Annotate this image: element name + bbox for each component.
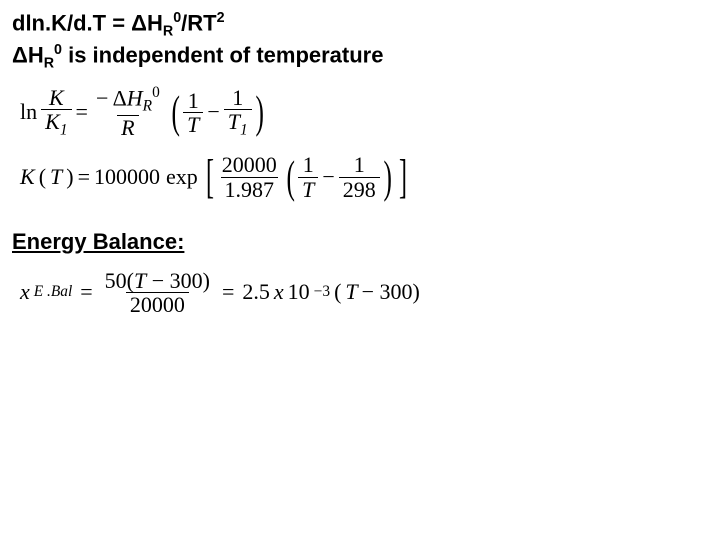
eq3-sub: E .Bal: [34, 283, 72, 301]
eq2-lbrack: [: [206, 158, 214, 196]
eq1-neg-0: 0: [152, 84, 160, 101]
line2-r-sub: R: [44, 55, 54, 71]
line-2: ΔHR0 is independent of temperature: [12, 42, 708, 72]
eq1-inner-frac1: 1 T: [183, 89, 203, 136]
energy-balance-heading: Energy Balance:: [12, 229, 708, 255]
equation-2: K(T) = 100000 exp [ 20000 1.987 ( 1 T − …: [20, 153, 708, 200]
line1-mid: /RT: [181, 10, 216, 35]
eq1-in2-den-t: T: [228, 109, 240, 134]
eq3-rhs-x: x: [274, 279, 284, 305]
eq3-rhs-c: (: [334, 279, 341, 305]
eq2-bracket-group: [ 20000 1.987 ( 1 T − 1 298 ) ]: [202, 153, 411, 200]
eq1-frac1-num: K: [45, 86, 68, 109]
eq1-neg-dhr: − ΔHR0: [92, 85, 164, 115]
eq1-minus: −: [207, 99, 219, 125]
eq1-paren-group: ( 1 T − 1 T1 ): [168, 86, 267, 139]
eq2-frac-num: 20000: [218, 153, 281, 176]
eq1-inner-frac2: 1 T1: [224, 86, 252, 139]
line2-zero-sup: 0: [54, 42, 62, 58]
eq1-neg-r: R: [143, 98, 152, 115]
eq2-lparen: (: [286, 159, 294, 196]
eq1-frac1-den-k: K: [45, 109, 60, 134]
eq2-t: T: [50, 164, 62, 190]
eq1-frac-mid: − ΔHR0 R: [92, 85, 164, 139]
eq1-neg-h: H: [127, 86, 143, 111]
eq2-minus: −: [322, 164, 334, 190]
eq1-neg-a: − Δ: [96, 86, 127, 111]
eq3-rhs-exp: −3: [314, 283, 330, 301]
eq2-in-frac2: 1 298: [339, 153, 380, 200]
eq2-inner-paren: ( 1 T − 1 298 ): [283, 153, 395, 200]
eq1-in1-num: 1: [184, 89, 203, 112]
eq1-in2-num: 1: [228, 86, 247, 109]
eq3-eq: =: [80, 279, 92, 305]
eq2-frac-den: 1.987: [221, 177, 279, 201]
eq2-rparen: ): [383, 159, 391, 196]
eq2-in-frac1: 1 T: [298, 153, 318, 200]
eq3-num-b: − 300): [146, 268, 210, 293]
eq1-frac-left: K K1: [41, 86, 71, 139]
eq3-frac: 50(T − 300) 20000: [101, 269, 214, 316]
eq2-in2-den: 298: [339, 177, 380, 201]
line-1: dln.K/d.T = ΔHR0/RT2: [12, 10, 708, 40]
eq3-x: x: [20, 279, 30, 305]
line1-r-sub: R: [163, 24, 173, 40]
line2-delta: Δ: [12, 42, 28, 67]
eq3-rhs-a: 2.5: [242, 279, 270, 305]
eq2-rbrack: ]: [399, 158, 407, 196]
line1-zero-sup: 0: [173, 10, 181, 26]
line2-rest: is independent of temperature: [62, 42, 384, 67]
eq2-lp: (: [39, 164, 46, 190]
line1-two-sup: 2: [217, 10, 225, 26]
eq1-in2-den-1: 1: [240, 122, 248, 139]
eq1-equals: =: [76, 99, 88, 125]
equation-3: xE .Bal = 50(T − 300) 20000 = 2.5x10−3 (…: [20, 269, 708, 316]
equation-1: ln K K1 = − ΔHR0 R ( 1 T − 1 T1: [20, 85, 708, 139]
eq1-in1-den: T: [183, 112, 203, 136]
eq2-in1-den: T: [298, 177, 318, 201]
eq3-num: 50(T − 300): [101, 269, 214, 292]
eq2-frac: 20000 1.987: [218, 153, 281, 200]
eq2-k: K: [20, 164, 35, 190]
eq1-rparen: ): [255, 94, 263, 131]
eq3-den: 20000: [126, 292, 189, 316]
eq3-rhs-b: 10: [288, 279, 310, 305]
line1-delta: Δ: [131, 10, 147, 35]
line2-h: H: [28, 42, 44, 67]
eq3-num-a: 50(: [105, 268, 134, 293]
eq1-lparen: (: [171, 94, 179, 131]
eq1-frac1-den-1: 1: [60, 122, 68, 139]
eq3-rhs-d: − 300): [362, 279, 420, 305]
eq1-frac1-den: K1: [41, 109, 71, 139]
eq1-over-r: R: [117, 115, 138, 139]
eq2-in1-num: 1: [299, 153, 318, 176]
eq3-eq2: =: [222, 279, 234, 305]
eq2-exp: exp: [166, 164, 198, 190]
eq2-rp: ): [66, 164, 73, 190]
line1-prefix: dln.K/d.T =: [12, 10, 131, 35]
eq3-num-t: T: [134, 268, 146, 293]
eq1-ln: ln: [20, 99, 37, 125]
eq2-in2-num: 1: [350, 153, 369, 176]
eq2-eq: =: [78, 164, 90, 190]
line1-h: H: [147, 10, 163, 35]
eq1-in2-den: T1: [224, 109, 252, 139]
eq3-rhs-t: T: [345, 279, 357, 305]
eq2-coef: 100000: [94, 164, 160, 190]
